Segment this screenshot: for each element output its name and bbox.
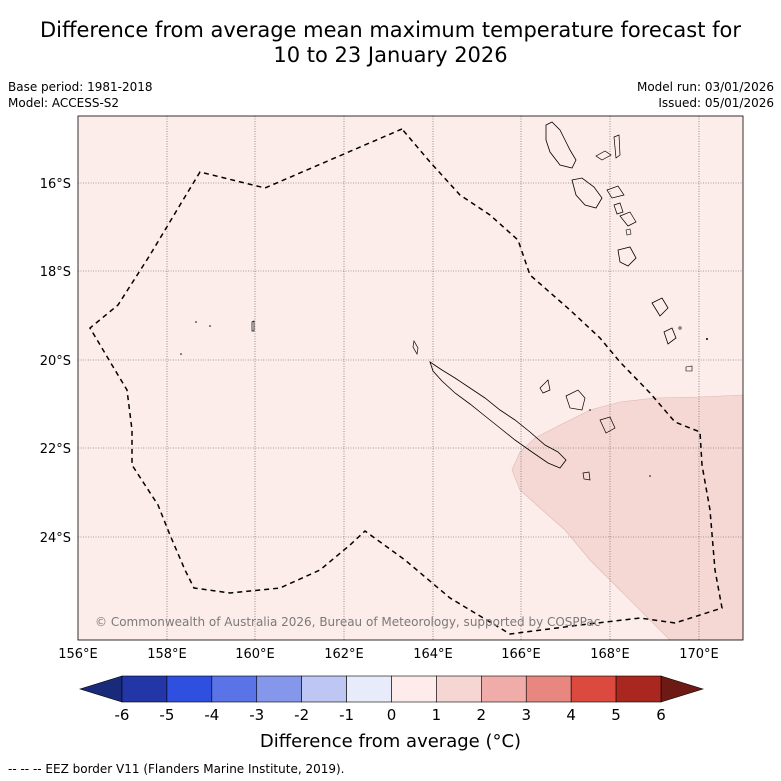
reef-islet-a: [195, 321, 197, 323]
lat-label: 20°S: [40, 354, 71, 369]
aniwa-islet: [706, 338, 708, 340]
reef-islet-c: [180, 353, 182, 355]
eez-border: [89, 128, 723, 635]
chart-title: Difference from average mean maximum tem…: [0, 18, 781, 68]
colorbar-tick-label: 0: [387, 706, 397, 724]
colorbar-segment: [166, 675, 213, 703]
gridlines: [78, 116, 743, 640]
lon-label: 162°E: [324, 647, 364, 662]
colorbar-tick-label: 2: [477, 706, 487, 724]
aneityum-island: [685, 365, 693, 372]
colorbar-segment: [436, 675, 482, 703]
colorbar-end-left: [78, 675, 123, 703]
colorbar-tick-label: 3: [521, 706, 531, 724]
copyright-notice: © Commonwealth of Australia 2026, Bureau…: [95, 615, 600, 629]
colorbar-label: Difference from average (°C): [259, 731, 522, 752]
colorbar-tick-label: 5: [611, 706, 621, 724]
lon-label: 164°E: [413, 647, 453, 662]
lat-label: 22°S: [40, 442, 71, 457]
colorbar-segment: [481, 675, 527, 703]
colorbar-segment: [570, 675, 617, 703]
reef-islet-b: [209, 325, 211, 327]
colorbar-tick-label: 1: [432, 706, 442, 724]
issued-date: Issued: 05/01/2026: [658, 96, 774, 110]
chesterfield-reef: [251, 320, 255, 332]
ouvea-island: [539, 379, 551, 394]
lat-label: 18°S: [40, 265, 71, 280]
colorbar-segment: [256, 675, 302, 703]
colorbar-tick-label: 4: [566, 706, 576, 724]
title-line-1: Difference from average mean maximum tem…: [40, 18, 741, 42]
colorbar-tick-label: -4: [204, 706, 219, 724]
colorbar-segment: [525, 675, 572, 703]
vanuatu-islet: [625, 228, 632, 236]
colorbar-segment: [615, 675, 662, 703]
lon-label: 168°E: [590, 647, 630, 662]
new-caledonia-coastline: [429, 361, 567, 469]
belep-islands: [412, 339, 419, 356]
lon-label: 158°E: [147, 647, 187, 662]
meta-right: Model run: 03/01/2026 Issued: 05/01/2026: [637, 79, 774, 111]
model-name: Model: ACCESS-S2: [8, 96, 120, 110]
lat-label: 24°S: [40, 531, 71, 546]
ambrym-island: [606, 185, 625, 199]
colorbar-tick-label: 6: [656, 706, 666, 724]
tiga-islet: [589, 409, 591, 411]
futuna-islet: [678, 326, 682, 330]
colorbar-segment: [391, 675, 437, 703]
base-period: Base period: 1981-2018: [8, 80, 153, 94]
vanuatu-island-a: [595, 150, 612, 161]
title-line-2: 10 to 23 January 2026: [273, 43, 508, 67]
walpole-islet: [649, 475, 651, 477]
isle-of-pines: [582, 471, 591, 481]
tanna-island: [663, 327, 677, 345]
colorbar-tick-label: -3: [249, 706, 264, 724]
lon-label: 156°E: [58, 647, 98, 662]
epi-island: [613, 202, 624, 215]
shepherd-islands: [619, 211, 637, 227]
mare-island: [599, 416, 616, 434]
model-run: Model run: 03/01/2026: [636, 80, 774, 94]
colorbar-segment: [121, 675, 168, 703]
colorbar: -6 -5 -4 -3 -2 -1 0 1 2 3 4 5 6: [78, 675, 705, 724]
map-frame: [77, 115, 744, 641]
lon-label: 166°E: [501, 647, 541, 662]
colorbar-tick-label: -6: [115, 706, 130, 724]
colorbar-segment: [346, 675, 392, 703]
colorbar-tick-label: -2: [294, 706, 309, 724]
vanuatu-island-b: [613, 134, 621, 159]
warm-anomaly-region: [511, 394, 744, 641]
lon-label: 160°E: [235, 647, 275, 662]
meta-left: Base period: 1981-2018 Model: ACCESS-S2: [8, 79, 153, 111]
lifou-island: [565, 389, 586, 411]
lat-label: 16°S: [40, 177, 71, 192]
latitude-labels: 16°S 18°S 20°S 22°S 24°S: [40, 177, 71, 546]
malekula-island: [571, 177, 603, 209]
colorbar-end-right: [660, 675, 705, 703]
efate-island: [617, 246, 637, 267]
lon-label: 170°E: [679, 647, 719, 662]
espiritu-santo: [545, 121, 577, 169]
longitude-labels: 156°E 158°E 160°E 162°E 164°E 166°E 168°…: [58, 647, 719, 662]
eez-border-legend: -- -- -- EEZ border V11 (Flanders Marine…: [8, 762, 345, 776]
colorbar-tick-label: -1: [339, 706, 354, 724]
colorbar-segment: [301, 675, 347, 703]
erromango-island: [651, 297, 669, 317]
colorbar-tick-label: -5: [159, 706, 174, 724]
colorbar-segment: [211, 675, 258, 703]
